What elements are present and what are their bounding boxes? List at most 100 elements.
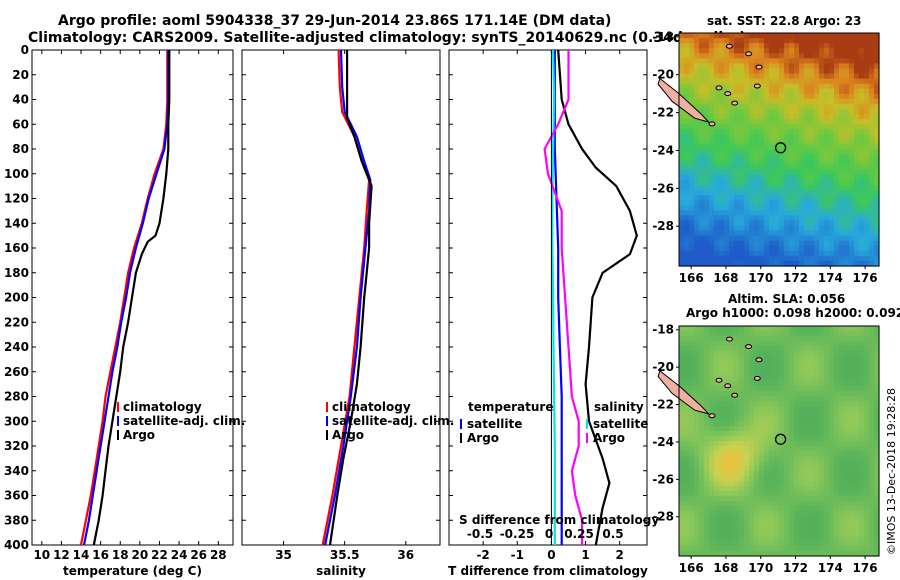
map-cell — [694, 98, 700, 105]
map-cell — [754, 220, 760, 227]
map-cell — [694, 164, 700, 171]
map-cell — [849, 446, 855, 452]
map-cell — [794, 461, 800, 467]
map-cell — [824, 139, 830, 146]
map-cell — [844, 53, 850, 59]
map-cell — [869, 220, 875, 227]
map-cell — [729, 169, 735, 176]
map-cell — [824, 521, 830, 527]
map-cell — [799, 531, 805, 537]
map-cell — [694, 220, 700, 227]
map-cell — [814, 88, 820, 95]
map-cell — [839, 73, 845, 80]
map-cell — [829, 476, 835, 482]
map-cell — [704, 220, 710, 227]
map-cell — [764, 491, 770, 497]
map-cell — [709, 169, 715, 176]
map-cell — [689, 159, 695, 166]
map-cell — [759, 361, 765, 367]
map-cell — [779, 336, 785, 342]
map-cell — [809, 159, 815, 166]
map-cell — [824, 451, 830, 457]
map-cell — [754, 531, 760, 537]
map-cell — [814, 496, 820, 502]
depth-tick-label: 160 — [4, 241, 29, 255]
map-cell — [854, 511, 860, 517]
map-cell — [759, 164, 765, 171]
map-cell — [829, 381, 835, 387]
map-cell — [714, 33, 720, 39]
map-cell — [774, 401, 780, 407]
map-cell — [739, 245, 745, 252]
map-cell — [749, 88, 755, 95]
map-cell — [744, 48, 750, 54]
map-cell — [764, 471, 770, 477]
map-cell — [714, 124, 720, 130]
map-cell — [679, 421, 685, 427]
map-cell — [739, 431, 745, 437]
map-cell — [799, 179, 805, 186]
map-cell — [699, 481, 705, 487]
map-cell — [764, 501, 770, 507]
map-cell — [804, 326, 810, 332]
map-cell — [819, 536, 825, 542]
map-cell — [819, 456, 825, 462]
map-cell — [794, 200, 800, 206]
map-cell — [689, 134, 695, 140]
map-cell — [779, 486, 785, 492]
map-cell — [854, 461, 860, 467]
map-cell — [719, 103, 725, 110]
map-cell — [754, 471, 760, 477]
map-cell — [784, 73, 790, 80]
map-cell — [699, 371, 705, 377]
legend-label: Argo — [467, 431, 499, 445]
map-cell — [689, 526, 695, 532]
map-cell — [749, 205, 755, 211]
map-cell — [844, 446, 850, 452]
map-cell — [849, 406, 855, 412]
map-cell — [809, 461, 815, 467]
map-cell — [824, 526, 830, 532]
map-cell — [689, 471, 695, 477]
map-cell — [689, 351, 695, 357]
map-cell — [829, 109, 835, 115]
map-cell — [799, 255, 805, 262]
map-cell — [694, 134, 700, 140]
map-cell — [709, 245, 715, 252]
map-cell — [729, 255, 735, 262]
map-cell — [859, 98, 865, 105]
map-cell — [854, 169, 860, 176]
map-cell — [854, 38, 860, 44]
map-cell — [849, 361, 855, 367]
map-cell — [704, 63, 710, 70]
map-cell — [794, 240, 800, 247]
depth-tick-label: 400 — [4, 538, 29, 552]
map-cell — [799, 114, 805, 120]
map-cell — [714, 190, 720, 196]
map-cell — [784, 200, 790, 206]
map-cell — [679, 406, 685, 412]
map-cell — [869, 336, 875, 342]
map-cell — [804, 491, 810, 497]
map-cell — [709, 129, 715, 135]
map-cell — [874, 356, 880, 362]
map-cell — [834, 501, 840, 507]
map-cell — [844, 381, 850, 387]
map-cell — [699, 551, 705, 557]
map-cell — [844, 149, 850, 156]
map-cell — [704, 431, 710, 437]
map-cell — [699, 476, 705, 482]
map-cell — [774, 356, 780, 362]
map-cell — [734, 68, 740, 75]
map-lon-label: 170 — [748, 271, 773, 285]
map-cell — [689, 215, 695, 221]
map-cell — [714, 169, 720, 176]
map-cell — [779, 185, 785, 191]
map-cell — [709, 481, 715, 487]
map-cell — [689, 476, 695, 482]
map-cell — [849, 541, 855, 547]
map-cell — [864, 456, 870, 462]
map-cell — [714, 154, 720, 161]
map-cell — [804, 185, 810, 191]
map-cell — [829, 521, 835, 527]
